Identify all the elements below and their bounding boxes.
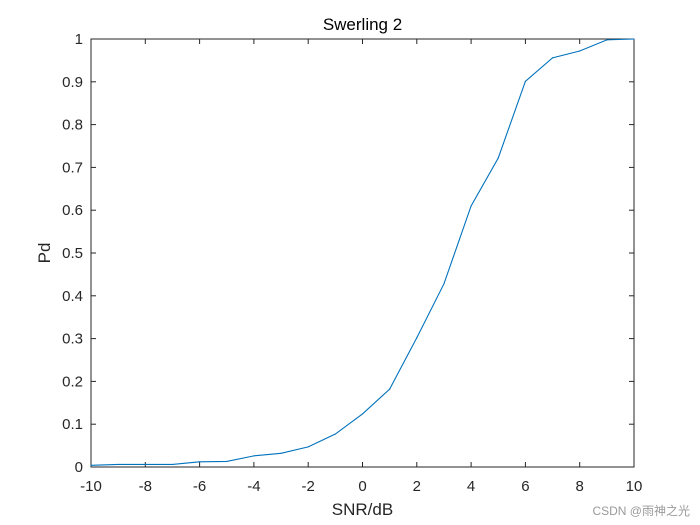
- x-tick-label: 6: [521, 478, 529, 495]
- y-tick-label: 0.3: [62, 331, 83, 348]
- y-tick-label: 0.8: [62, 117, 83, 134]
- data-point: [551, 57, 554, 59]
- data-point: [171, 463, 174, 466]
- data-point: [334, 433, 336, 435]
- y-tick-label: 0.4: [62, 288, 83, 305]
- x-tick-label: 0: [358, 478, 366, 495]
- plot-area: [90, 38, 635, 468]
- y-tick-label: 1: [75, 31, 83, 48]
- y-tick-label: 0.6: [62, 202, 83, 219]
- y-tick-label: 0.7: [62, 159, 83, 176]
- x-tick-label: 10: [626, 478, 643, 495]
- y-tick-label: 0.1: [62, 416, 83, 433]
- data-point: [633, 38, 635, 40]
- watermark: CSDN @雨神之光: [592, 504, 690, 518]
- x-tick-label: 2: [413, 478, 421, 495]
- data-point: [443, 283, 445, 285]
- data-point: [199, 461, 201, 463]
- x-tick-label: -10: [80, 478, 102, 495]
- y-tick-label: 0.9: [62, 74, 83, 91]
- x-axis-title: SNR/dB: [332, 500, 393, 519]
- y-tick-label: 0: [75, 459, 83, 476]
- x-tick-label: 8: [576, 478, 584, 495]
- y-tick-label: 0.2: [62, 373, 83, 390]
- data-point: [90, 464, 92, 466]
- data-point: [253, 455, 255, 457]
- data-point: [117, 463, 119, 466]
- data-point: [307, 446, 309, 448]
- data-point: [524, 80, 527, 82]
- data-point: [361, 413, 364, 415]
- x-tick-label: -8: [139, 478, 152, 495]
- x-tick-label: -4: [247, 478, 260, 495]
- y-tick-label: 0.5: [62, 245, 83, 262]
- x-tick-label: 4: [467, 478, 475, 495]
- data-point: [497, 157, 499, 159]
- data-point: [579, 50, 581, 52]
- data-point: [144, 463, 146, 466]
- data-point: [226, 460, 228, 463]
- data-point: [416, 337, 418, 339]
- data-point: [280, 452, 282, 454]
- x-tick-label: -2: [302, 478, 315, 495]
- data-point: [389, 388, 391, 390]
- x-tick-label: -6: [193, 478, 206, 495]
- data-point: [470, 205, 472, 207]
- data-point: [606, 39, 608, 41]
- chart-title: Swerling 2: [323, 15, 402, 34]
- y-axis-title: Pd: [35, 243, 54, 264]
